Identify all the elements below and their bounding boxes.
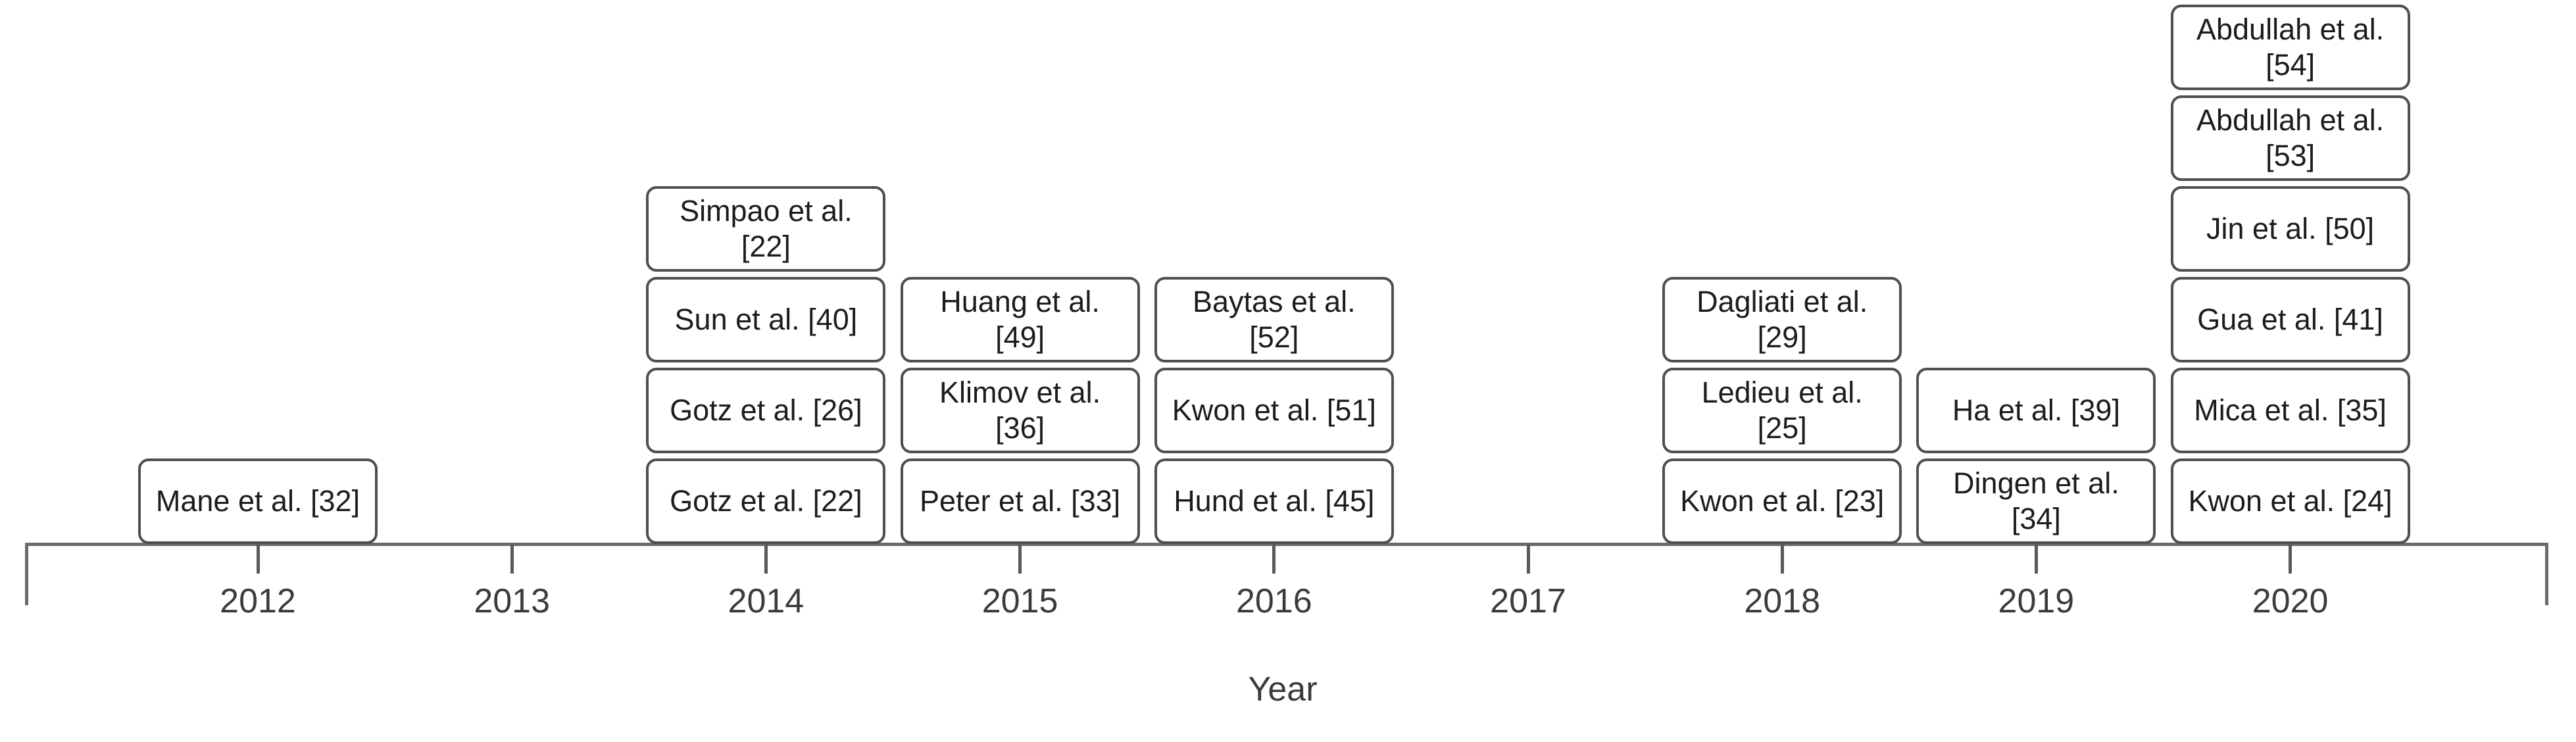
paper-box: Gotz et al. [26]: [646, 368, 886, 453]
paper-box-label: Dagliati et al. [29]: [1697, 285, 1868, 354]
year-label: 2019: [1998, 582, 2075, 620]
paper-box-label: Abdullah et al. [53]: [2196, 103, 2385, 172]
paper-box: Jin et al. [50]: [2170, 186, 2410, 272]
paper-box: Mica et al. [35]: [2170, 368, 2410, 453]
paper-box: Kwon et al. [51]: [1154, 368, 1394, 453]
year-tick: [1780, 544, 1784, 574]
paper-box: Simpao et al. [22]: [646, 186, 886, 272]
paper-box-label: Abdullah et al. [54]: [2196, 12, 2385, 82]
year-column: Hund et al. [45] Kwon et al. [51] Baytas e…: [1154, 277, 1394, 544]
year-column: Mane et al. [32]: [138, 458, 378, 544]
year-column: Peter et al. [33] Klimov et al. [36] Huang…: [900, 277, 1140, 544]
paper-box: Gotz et al. [22]: [646, 458, 886, 544]
paper-box-label: Kwon et al. [51]: [1172, 393, 1376, 427]
x-axis-title: Year: [1248, 670, 1318, 708]
year-tick: [1526, 544, 1530, 574]
paper-box-label: Mica et al. [35]: [2194, 393, 2387, 427]
year-label: 2020: [2252, 582, 2329, 620]
paper-box-label: Peter et al. [33]: [920, 484, 1121, 518]
paper-box-label: Huang et al. [49]: [940, 285, 1100, 354]
paper-box-label: Simpao et al. [22]: [680, 194, 853, 263]
paper-box-label: Hund et al. [45]: [1174, 484, 1375, 518]
year-tick: [2289, 544, 2292, 574]
paper-box: Klimov et al. [36]: [900, 368, 1140, 453]
axis-end-cap-right: [2545, 543, 2548, 605]
axis-end-cap-left: [25, 543, 28, 605]
paper-box-label: Gua et al. [41]: [2197, 303, 2383, 336]
year-tick: [1272, 544, 1276, 574]
paper-box: Baytas et al. [52]: [1154, 277, 1394, 362]
year-tick: [510, 544, 514, 574]
paper-box: Mane et al. [32]: [138, 458, 378, 544]
year-column: Gotz et al. [22] Gotz et al. [26] Sun et a…: [646, 186, 886, 544]
year-column: Dingen et al. [34] Ha et al. [39]: [1916, 368, 2156, 544]
year-label: 2014: [728, 582, 805, 620]
paper-box: Huang et al. [49]: [900, 277, 1140, 362]
year-label: 2015: [981, 582, 1058, 620]
paper-box-label: Kwon et al. [23]: [1680, 484, 1885, 518]
paper-box: Dingen et al. [34]: [1916, 458, 2156, 544]
year-label: 2013: [474, 582, 551, 620]
year-label: 2012: [220, 582, 296, 620]
paper-box-label: Dingen et al. [34]: [1953, 466, 2119, 535]
year-label: 2016: [1235, 582, 1312, 620]
paper-box-label: Ledieu et al. [25]: [1701, 376, 1863, 445]
paper-box: Peter et al. [33]: [900, 458, 1140, 544]
paper-box-label: Klimov et al. [36]: [939, 376, 1101, 445]
x-axis: [25, 543, 2548, 546]
paper-box-label: Kwon et al. [24]: [2188, 484, 2392, 518]
paper-box: Abdullah et al. [53]: [2170, 95, 2410, 181]
paper-box-label: Ha et al. [39]: [1952, 393, 2120, 427]
paper-box-label: Sun et al. [40]: [674, 303, 858, 336]
paper-box-label: Gotz et al. [26]: [670, 393, 862, 427]
paper-box: Kwon et al. [24]: [2170, 458, 2410, 544]
paper-box: Gua et al. [41]: [2170, 277, 2410, 362]
paper-box: Dagliati et al. [29]: [1662, 277, 1902, 362]
year-tick: [256, 544, 260, 574]
paper-box-label: Jin et al. [50]: [2206, 212, 2375, 245]
paper-box: Sun et al. [40]: [646, 277, 886, 362]
paper-box-label: Baytas et al. [52]: [1192, 285, 1356, 354]
year-column: Kwon et al. [24] Mica et al. [35] Gua et a…: [2170, 5, 2410, 544]
paper-box: Kwon et al. [23]: [1662, 458, 1902, 544]
paper-box-label: Mane et al. [32]: [155, 484, 360, 518]
year-tick: [1018, 544, 1022, 574]
paper-box-label: Gotz et al. [22]: [670, 484, 862, 518]
paper-box: Ha et al. [39]: [1916, 368, 2156, 453]
paper-box: Ledieu et al. [25]: [1662, 368, 1902, 453]
year-label: 2018: [1744, 582, 1821, 620]
year-tick: [2034, 544, 2038, 574]
year-column: Kwon et al. [23] Ledieu et al. [25] Daglia…: [1662, 277, 1902, 544]
paper-box: Abdullah et al. [54]: [2170, 5, 2410, 90]
paper-box: Hund et al. [45]: [1154, 458, 1394, 544]
year-tick: [764, 544, 768, 574]
year-label: 2017: [1490, 582, 1566, 620]
